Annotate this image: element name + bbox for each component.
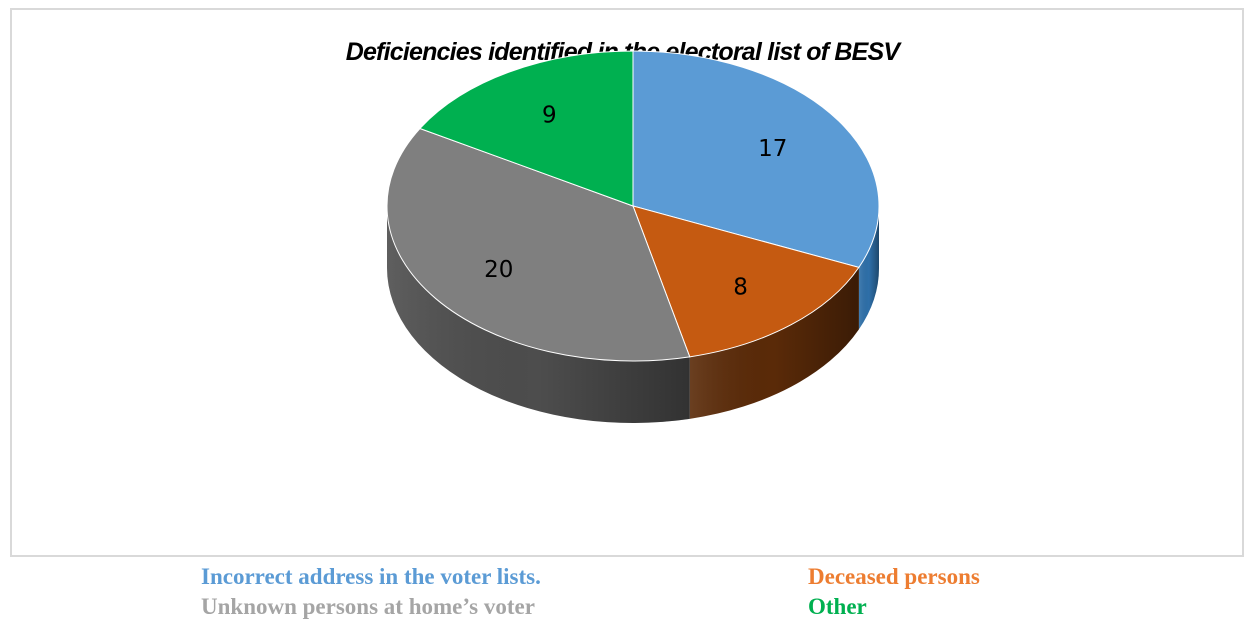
data-label-incorrect-address: 17 bbox=[758, 136, 787, 162]
pie-sides bbox=[387, 206, 879, 423]
pie-slice-incorrect-address bbox=[632, 50, 880, 268]
data-label-other: 9 bbox=[542, 103, 557, 129]
pie-labels: 17 8 20 9 bbox=[484, 103, 787, 301]
legend-deceased-persons: Deceased persons bbox=[808, 564, 980, 589]
pie-side-shade-incorrect-address bbox=[858, 206, 879, 330]
pie-tops bbox=[386, 50, 880, 362]
data-label-unknown-persons: 20 bbox=[484, 257, 513, 283]
pie-chart: 17 8 20 9 bbox=[386, 50, 880, 423]
data-label-deceased-persons: 8 bbox=[733, 275, 748, 301]
pie-slice-other bbox=[419, 50, 634, 207]
legend-other: Other bbox=[808, 594, 867, 619]
legend-incorrect-address: Incorrect address in the voter lists. bbox=[201, 564, 541, 589]
legend-unknown-persons: Unknown persons at home’s voter bbox=[201, 594, 535, 619]
pie-slice-deceased-persons bbox=[632, 205, 860, 358]
pie-slice-unknown-persons bbox=[386, 127, 691, 362]
pie-side-shade-deceased-persons bbox=[689, 267, 859, 419]
pie-side-shade-unknown-persons bbox=[387, 206, 690, 423]
